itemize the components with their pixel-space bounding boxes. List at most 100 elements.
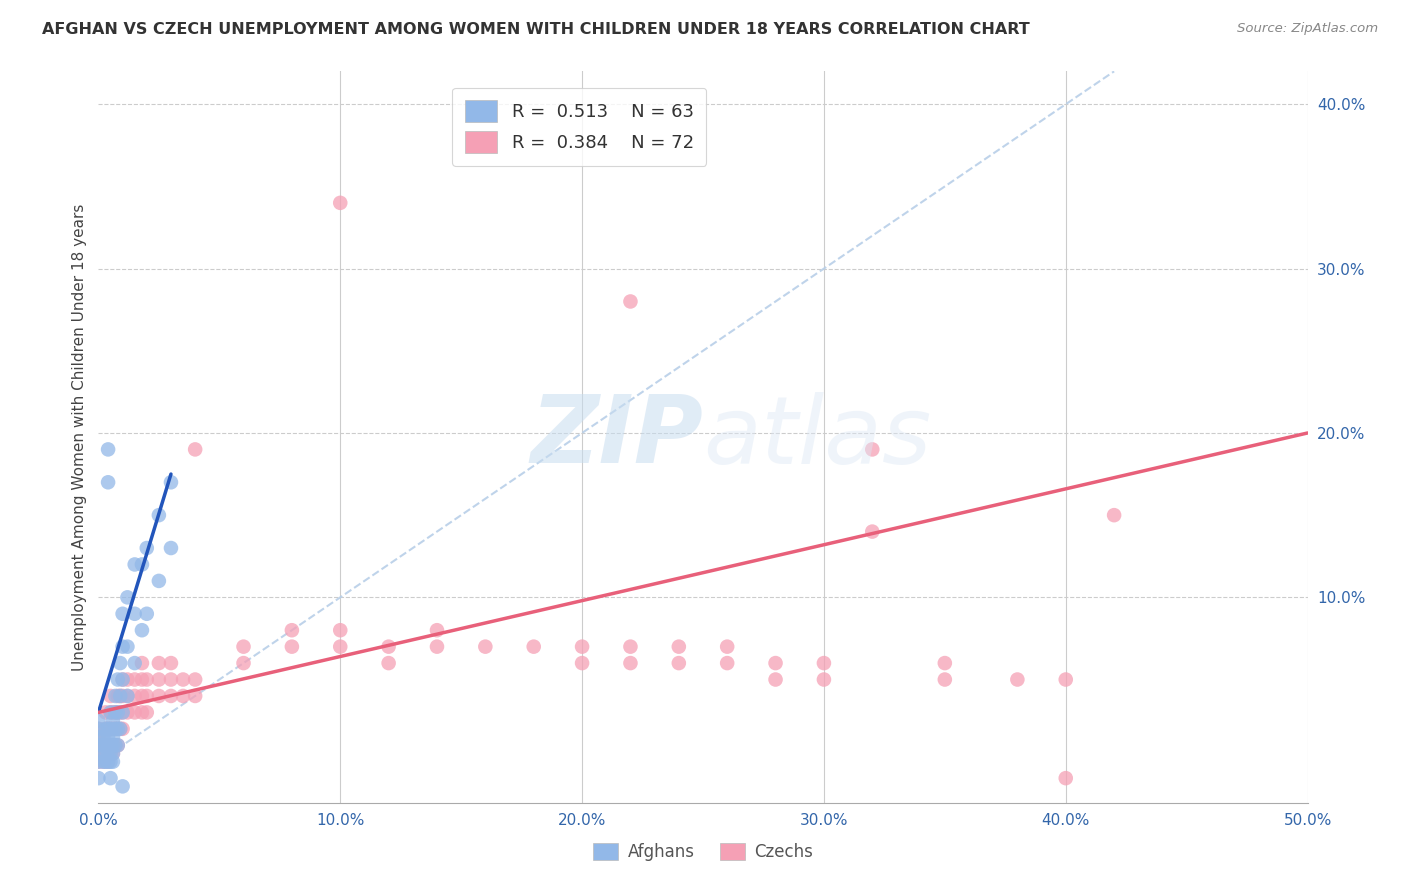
Point (619, 640, 641, 654)
Point (232, 640, 254, 654)
Point (91, 747, 114, 761)
Point (100, 689, 122, 703)
Point (108, 722, 131, 736)
Point (97, 475, 120, 490)
Point (117, 640, 139, 654)
Point (87, 771, 110, 785)
Point (104, 722, 127, 736)
Point (131, 656, 153, 670)
Point (668, 656, 690, 670)
Point (97, 755, 120, 769)
Point (860, 524, 883, 539)
Point (131, 558, 153, 572)
Point (104, 722, 127, 736)
Point (111, 722, 134, 736)
Point (184, 442, 207, 457)
Point (111, 706, 134, 720)
Point (124, 689, 146, 703)
Point (107, 689, 129, 703)
Point (1102, 508, 1125, 523)
Point (101, 755, 124, 769)
Point (523, 640, 546, 654)
Point (426, 640, 449, 654)
Point (160, 673, 183, 687)
Point (281, 640, 304, 654)
Point (91, 755, 114, 769)
Point (1054, 673, 1077, 687)
Point (100, 722, 122, 736)
Point (101, 722, 124, 736)
Point (111, 673, 134, 687)
Point (107, 706, 129, 720)
Point (97, 747, 120, 761)
Point (329, 624, 352, 638)
Point (87, 747, 110, 761)
Point (117, 673, 139, 687)
Point (377, 640, 399, 654)
Point (571, 640, 593, 654)
Point (100, 747, 122, 761)
Point (100, 739, 122, 753)
Point (97, 755, 120, 769)
Point (148, 656, 170, 670)
Point (124, 673, 146, 687)
Point (571, 656, 593, 670)
Point (87, 739, 110, 753)
Point (329, 195, 352, 210)
Point (160, 541, 183, 555)
Point (111, 780, 134, 794)
Point (87, 755, 110, 769)
Point (97, 747, 120, 761)
Point (87, 730, 110, 744)
Point (107, 706, 129, 720)
Point (124, 558, 146, 572)
Point (101, 747, 124, 761)
Point (104, 706, 127, 720)
Point (100, 771, 122, 785)
Point (111, 673, 134, 687)
Point (104, 689, 127, 703)
Point (117, 706, 139, 720)
Point (94, 739, 117, 753)
Point (765, 673, 787, 687)
Point (281, 624, 304, 638)
Point (111, 706, 134, 720)
Legend: Afghans, Czechs: Afghans, Czechs (586, 836, 820, 868)
Text: Source: ZipAtlas.com: Source: ZipAtlas.com (1237, 22, 1378, 36)
Point (101, 747, 124, 761)
Point (94, 722, 117, 736)
Point (426, 624, 449, 638)
Point (135, 541, 157, 555)
Point (124, 706, 146, 720)
Point (377, 656, 399, 670)
Point (104, 706, 127, 720)
Point (100, 739, 122, 753)
Point (101, 706, 124, 720)
Point (1054, 771, 1077, 785)
Point (108, 689, 131, 703)
Point (91, 730, 114, 744)
Point (160, 689, 183, 703)
Point (91, 747, 114, 761)
Point (94, 747, 117, 761)
Point (108, 689, 131, 703)
Point (172, 689, 194, 703)
Point (148, 508, 170, 523)
Point (91, 739, 114, 753)
Point (148, 689, 170, 703)
Point (100, 706, 122, 720)
Point (100, 755, 122, 769)
Point (91, 755, 114, 769)
Point (765, 656, 787, 670)
Point (934, 673, 956, 687)
Point (124, 656, 146, 670)
Point (97, 722, 120, 736)
Point (107, 722, 129, 736)
Point (107, 722, 129, 736)
Point (131, 673, 153, 687)
Point (148, 574, 170, 588)
Point (131, 689, 153, 703)
Point (97, 442, 120, 457)
Point (172, 673, 194, 687)
Point (232, 656, 254, 670)
